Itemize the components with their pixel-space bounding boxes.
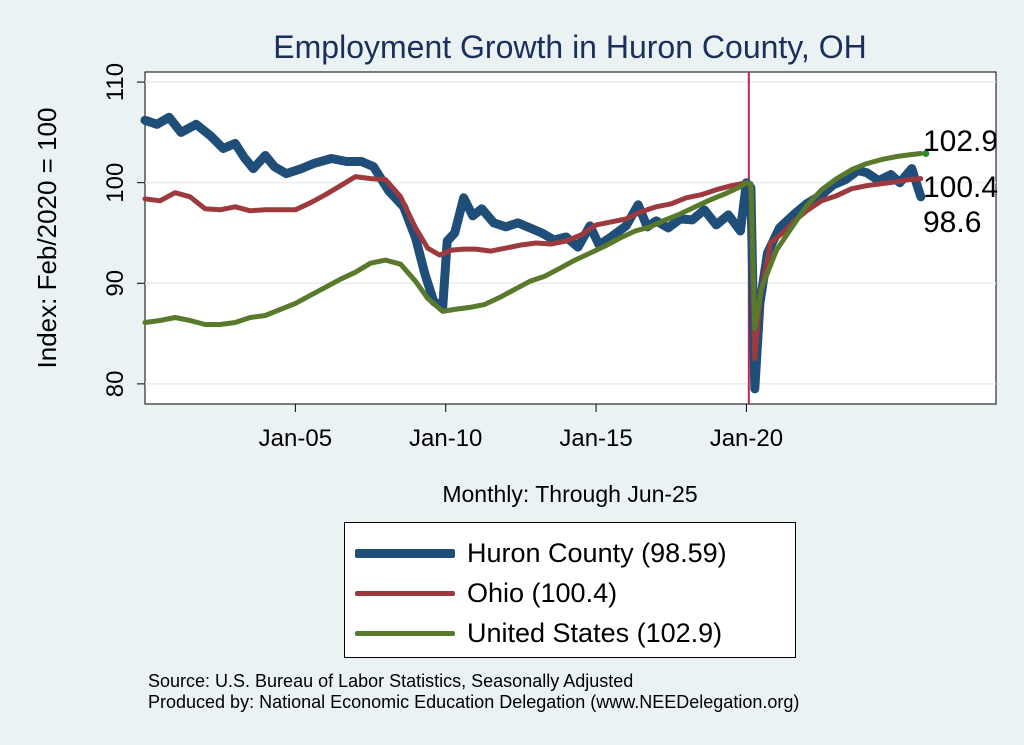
end-label-us: 102.9 [923, 125, 998, 158]
y-tick-label: 110 [102, 63, 129, 101]
legend-item-us: United States (102.9) [355, 613, 722, 653]
source-line: Source: U.S. Bureau of Labor Statistics,… [148, 671, 634, 691]
us-endpoint-marker [922, 149, 930, 157]
y-tick-label: 100 [102, 163, 129, 203]
x-axis-label: Monthly: Through Jun-25 [442, 481, 697, 507]
x-tick-label: Jan-10 [409, 425, 482, 452]
legend: Huron County (98.59) Ohio (100.4) United… [344, 522, 796, 658]
producer-line: Produced by: National Economic Education… [148, 692, 800, 712]
y-tick-label: 80 [102, 371, 129, 398]
source-note: Source: U.S. Bureau of Labor Statistics,… [148, 671, 799, 713]
legend-swatch-ohio [355, 590, 455, 596]
legend-label-us: United States (102.9) [467, 617, 723, 648]
x-tick-label: Jan-20 [710, 425, 783, 452]
y-axis-label: Index: Feb/2020 = 100 [32, 108, 62, 369]
series-line-huron [140, 112, 926, 394]
legend-swatch-huron [355, 548, 455, 558]
legend-label-ohio: Ohio (100.4) [467, 577, 618, 608]
end-label-huron: 98.6 [923, 206, 981, 239]
series-line-us [142, 151, 924, 331]
legend-label-huron: Huron County (98.59) [467, 537, 727, 568]
legend-item-huron: Huron County (98.59) [355, 533, 727, 573]
legend-swatch-us [355, 630, 455, 636]
x-tick-label: Jan-05 [259, 425, 332, 452]
end-label-ohio: 100.4 [923, 171, 998, 204]
x-tick-label: Jan-15 [559, 425, 632, 452]
chart-title: Employment Growth in Huron County, OH [273, 29, 866, 65]
y-tick-label: 90 [102, 270, 129, 297]
legend-item-ohio: Ohio (100.4) [355, 573, 617, 613]
